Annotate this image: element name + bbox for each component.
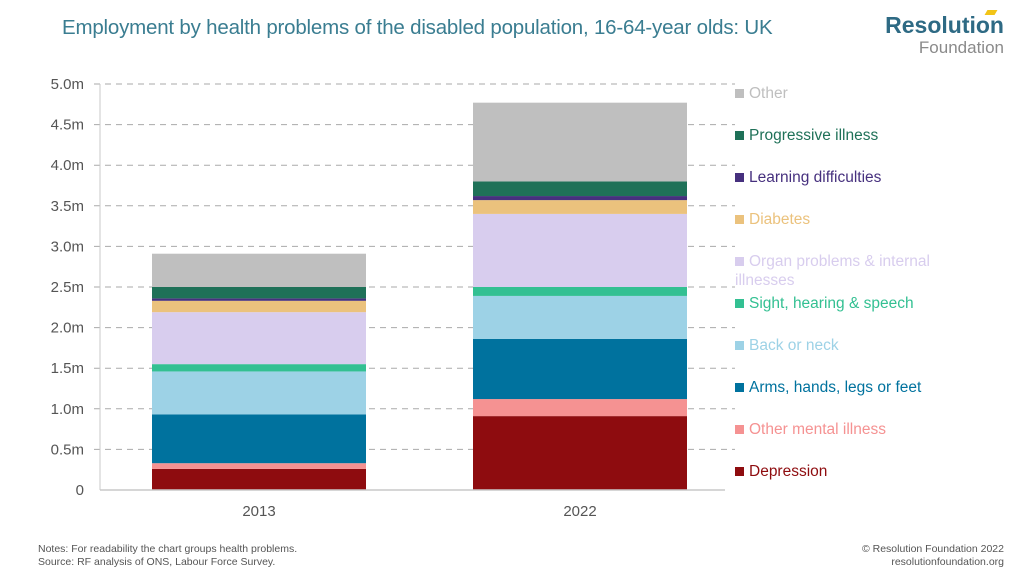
legend-label: Organ problems & internal illnesses: [735, 253, 930, 289]
bar-segment-other-mental-illness: [152, 463, 366, 469]
legend-swatch-icon: [735, 425, 744, 434]
legend-label: Back or neck: [749, 337, 839, 354]
website-link[interactable]: resolutionfoundation.org: [891, 556, 1004, 568]
legend-item: Progressive illness: [735, 126, 878, 145]
footer-notes: Notes: For readability the chart groups …: [38, 543, 297, 569]
y-tick-label: 1.0m: [51, 401, 84, 418]
bar-segment-arms-hands-legs-or-feet: [152, 414, 366, 464]
bar-segment-diabetes: [473, 200, 687, 214]
bar-stack-2013: [152, 253, 366, 490]
y-tick-label: 3.5m: [51, 198, 84, 215]
y-tick-label: 0: [76, 482, 84, 499]
bar-segment-learning-difficulties: [152, 298, 366, 301]
legend-item: Sight, hearing & speech: [735, 294, 914, 313]
legend-item: Arms, hands, legs or feet: [735, 378, 921, 397]
bar-segment-back-or-neck: [152, 371, 366, 415]
legend-label: Depression: [749, 463, 828, 480]
legend-item: Learning difficulties: [735, 168, 881, 187]
bar-segment-arms-hands-legs-or-feet: [473, 338, 687, 400]
legend-item: Other mental illness: [735, 420, 886, 439]
y-tick-label: 4.5m: [51, 117, 84, 134]
y-tick-label: 1.5m: [51, 360, 84, 377]
copyright-text: © Resolution Foundation 2022: [861, 543, 1004, 555]
y-axis: 0 0.5m 1.0m 1.5m 2.0m 2.5m 3.0m 3.5m 4.0m 4.5m 5.0…: [51, 76, 101, 499]
legend-item: Depression: [735, 462, 827, 481]
legend-swatch-icon: [735, 89, 744, 98]
legend-label: Arms, hands, legs or feet: [749, 379, 922, 396]
legend-swatch-icon: [735, 383, 744, 392]
legend-item: Diabetes: [735, 210, 810, 229]
logo-text-resolution: Resolution: [885, 12, 1004, 38]
bar-segment-other: [152, 253, 366, 287]
legend-label: Diabetes: [749, 211, 811, 228]
source-text: Source: RF analysis of ONS, Labour Force…: [38, 556, 276, 568]
legend-swatch-icon: [735, 215, 744, 224]
y-tick-label: 5.0m: [51, 76, 84, 93]
legend-swatch-icon: [735, 257, 744, 266]
legend-item: Organ problems & internal illnesses: [735, 252, 965, 290]
bar-segment-organ-problems-internal-illnesses: [152, 312, 366, 365]
logo-line-2: Foundation: [918, 38, 1004, 57]
legend-label: Progressive illness: [749, 127, 879, 144]
bar-segment-other: [473, 102, 687, 182]
legend-swatch-icon: [735, 173, 744, 182]
y-tick-label: 3.0m: [51, 238, 84, 255]
y-tick-label: 2.0m: [51, 320, 84, 337]
chart-title: Employment by health problems of the dis…: [62, 16, 773, 39]
bar-segment-back-or-neck: [473, 295, 687, 339]
bar-segment-sight-hearing-speech: [152, 364, 366, 372]
legend-item: Other: [735, 84, 788, 103]
legend-swatch-icon: [735, 341, 744, 350]
y-tick-label: 4.0m: [51, 157, 84, 174]
legend-swatch-icon: [735, 299, 744, 308]
bar-segment-progressive-illness: [473, 181, 687, 197]
y-tick-label: 0.5m: [51, 441, 84, 458]
bar-segment-depression: [152, 468, 366, 490]
legend-item: Back or neck: [735, 336, 839, 355]
resolution-foundation-logo: Resolution Foundation: [885, 10, 1004, 57]
bar-segment-sight-hearing-speech: [473, 287, 687, 296]
legend-label: Other: [749, 85, 788, 102]
logo-line-1: Resolution: [885, 10, 1004, 38]
bars: [152, 102, 687, 490]
bar-segment-organ-problems-internal-illnesses: [473, 213, 687, 287]
footer-credits: © Resolution Foundation 2022 resolutionf…: [862, 543, 1004, 569]
notes-text: Notes: For readability the chart groups …: [38, 543, 298, 555]
bar-segment-other-mental-illness: [473, 399, 687, 417]
legend-label: Sight, hearing & speech: [749, 295, 914, 312]
x-axis: 2013 2022: [100, 489, 725, 520]
legend-swatch-icon: [735, 131, 744, 140]
bar-segment-diabetes: [152, 300, 366, 313]
legend-label: Learning difficulties: [749, 169, 882, 186]
legend-swatch-icon: [735, 467, 744, 476]
y-tick-label: 2.5m: [51, 279, 84, 296]
x-tick-label: 2022: [563, 503, 596, 520]
gridlines: [94, 83, 735, 450]
bar-segment-depression: [473, 416, 687, 490]
legend-label: Other mental illness: [749, 421, 886, 438]
bar-stack-2022: [473, 102, 687, 490]
bar-segment-learning-difficulties: [473, 196, 687, 201]
x-tick-label: 2013: [242, 503, 275, 520]
bar-segment-progressive-illness: [152, 287, 366, 299]
